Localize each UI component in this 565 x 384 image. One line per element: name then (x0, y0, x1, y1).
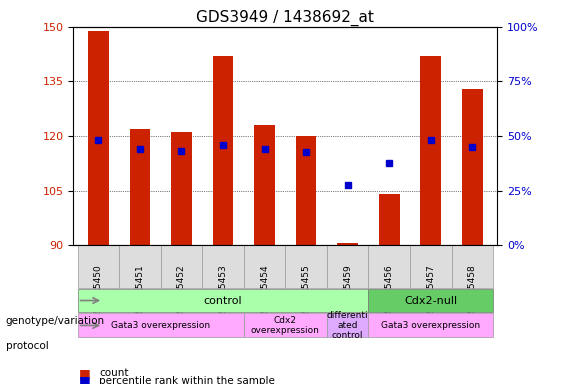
FancyBboxPatch shape (160, 245, 202, 288)
FancyBboxPatch shape (244, 245, 285, 288)
FancyBboxPatch shape (202, 245, 244, 288)
Text: genotype/variation: genotype/variation (6, 316, 105, 326)
Bar (171, 132, 192, 245)
Text: ■: ■ (79, 374, 91, 384)
Text: percentile rank within the sample: percentile rank within the sample (99, 376, 275, 384)
Bar (212, 56, 233, 245)
Text: Gata3 overexpression: Gata3 overexpression (381, 321, 480, 330)
FancyBboxPatch shape (451, 245, 493, 288)
Title: GDS3949 / 1438692_at: GDS3949 / 1438692_at (197, 9, 374, 25)
Bar (337, 243, 358, 245)
Text: GSM325458: GSM325458 (468, 265, 477, 319)
Text: GSM325456: GSM325456 (385, 265, 394, 319)
Text: GSM325452: GSM325452 (177, 265, 186, 319)
FancyBboxPatch shape (119, 245, 160, 288)
Text: GSM325455: GSM325455 (302, 265, 311, 319)
Bar (295, 136, 316, 245)
FancyBboxPatch shape (327, 313, 368, 338)
Text: GSM325451: GSM325451 (136, 265, 145, 319)
Text: control: control (204, 296, 242, 306)
Text: protocol: protocol (6, 341, 49, 351)
Text: GSM325453: GSM325453 (219, 265, 228, 319)
Text: differenti
ated
control: differenti ated control (327, 311, 368, 339)
Text: Cdx2
overexpression: Cdx2 overexpression (251, 316, 320, 335)
Bar (88, 30, 108, 245)
FancyBboxPatch shape (368, 313, 493, 338)
Bar (129, 129, 150, 245)
Text: count: count (99, 368, 128, 378)
FancyBboxPatch shape (77, 245, 119, 288)
Bar (254, 125, 275, 245)
Bar (379, 194, 399, 245)
Text: Cdx2-null: Cdx2-null (404, 296, 457, 306)
FancyBboxPatch shape (77, 289, 368, 312)
FancyBboxPatch shape (77, 313, 244, 338)
FancyBboxPatch shape (327, 245, 368, 288)
Bar (420, 56, 441, 245)
FancyBboxPatch shape (285, 245, 327, 288)
Text: ■: ■ (79, 367, 91, 380)
FancyBboxPatch shape (368, 245, 410, 288)
Text: GSM325454: GSM325454 (260, 265, 269, 319)
FancyBboxPatch shape (368, 289, 493, 312)
Bar (462, 89, 483, 245)
FancyBboxPatch shape (410, 245, 451, 288)
Text: Gata3 overexpression: Gata3 overexpression (111, 321, 210, 330)
Text: GSM325450: GSM325450 (94, 265, 103, 319)
Text: GSM325457: GSM325457 (426, 265, 435, 319)
FancyBboxPatch shape (244, 313, 327, 338)
Text: GSM325459: GSM325459 (343, 265, 352, 319)
